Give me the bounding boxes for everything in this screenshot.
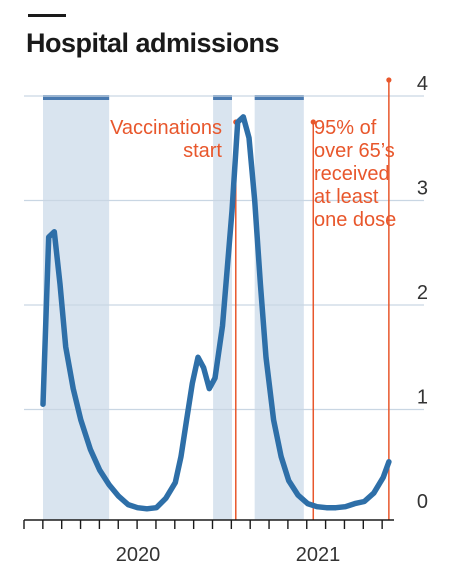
annotation-vaccinations-start: Vaccinations start <box>110 117 222 163</box>
x-tick-label: 2020 <box>116 544 161 566</box>
shaded-band <box>43 96 110 520</box>
x-tick-label: 2021 <box>296 544 341 566</box>
annotation-line: one dose <box>314 209 397 231</box>
annotation-95-percent-dose: 95% of over 65’s received at least one d… <box>314 117 396 232</box>
shaded-band-top <box>213 95 232 100</box>
annotation-line: start <box>183 140 222 162</box>
annotation-line: at least <box>314 186 379 208</box>
y-tick-label: 2 <box>417 282 428 304</box>
y-tick-label: 4 <box>417 73 428 95</box>
annotation-dot <box>310 119 316 125</box>
annotation-line: Vaccinations <box>110 117 222 139</box>
chart-title: Hospital admissions <box>26 28 280 58</box>
annotation-line: 95% of <box>314 117 377 139</box>
annotation-dot <box>386 77 392 83</box>
y-tick-label: 3 <box>417 178 428 200</box>
y-tick-label: 1 <box>417 387 428 409</box>
annotation-line: over 65’s <box>314 140 395 162</box>
y-tick-label: 0 <box>417 491 428 513</box>
shaded-band-top <box>254 95 304 100</box>
admissions-line <box>40 114 392 512</box>
annotation-line: received <box>314 163 390 185</box>
title-rule <box>28 14 66 17</box>
shaded-band-top <box>43 95 110 100</box>
